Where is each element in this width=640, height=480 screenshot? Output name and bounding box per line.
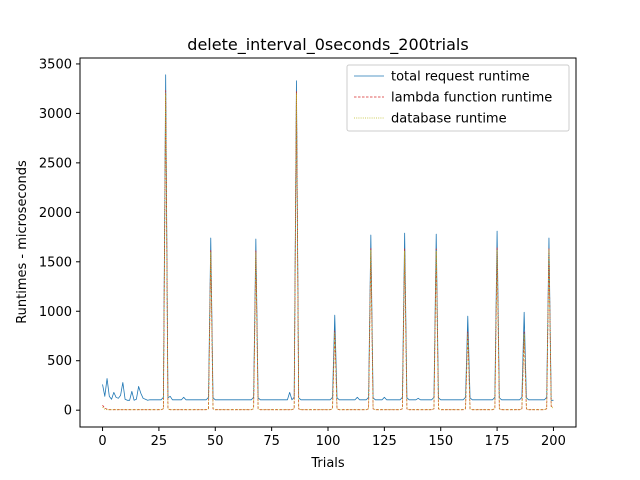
legend: total request runtime lambda function run… — [346, 64, 570, 132]
series-layer — [102, 74, 554, 411]
x-tick-label: 100 — [316, 434, 341, 449]
y-tick-label: 500 — [47, 354, 72, 369]
x-tick-label: 150 — [428, 434, 453, 449]
legend-label-3: database runtime — [391, 112, 507, 127]
legend-label-2: lambda function runtime — [391, 91, 552, 106]
y-tick-label: 2000 — [39, 206, 72, 221]
series-line-3 — [102, 93, 554, 411]
x-tick-label: 75 — [263, 434, 280, 449]
x-tick-label: 25 — [151, 434, 168, 449]
legend-label-1: total request runtime — [391, 70, 530, 85]
y-tick-label: 2500 — [39, 156, 72, 171]
x-tick-label: 125 — [372, 434, 397, 449]
chart-title: delete_interval_0seconds_200trials — [187, 35, 468, 55]
y-tick-label: 0 — [64, 404, 72, 419]
x-axis-label: Trials — [310, 456, 345, 471]
ticks-layer: 0 25 50 75 100 125 150 175 200050010001500200025… — [39, 57, 566, 449]
x-tick-label: 200 — [541, 434, 566, 449]
x-tick-label: 50 — [207, 434, 224, 449]
y-tick-label: 3000 — [39, 107, 72, 122]
y-axis-label: Runtimes - microseconds — [15, 160, 30, 324]
legend-box — [346, 64, 570, 132]
x-tick-label: 0 — [98, 434, 106, 449]
y-tick-label: 1000 — [39, 305, 72, 320]
y-tick-label: 3500 — [39, 57, 72, 72]
x-tick-label: 175 — [485, 434, 510, 449]
series-line-1 — [102, 74, 554, 401]
y-tick-label: 1500 — [39, 255, 72, 270]
